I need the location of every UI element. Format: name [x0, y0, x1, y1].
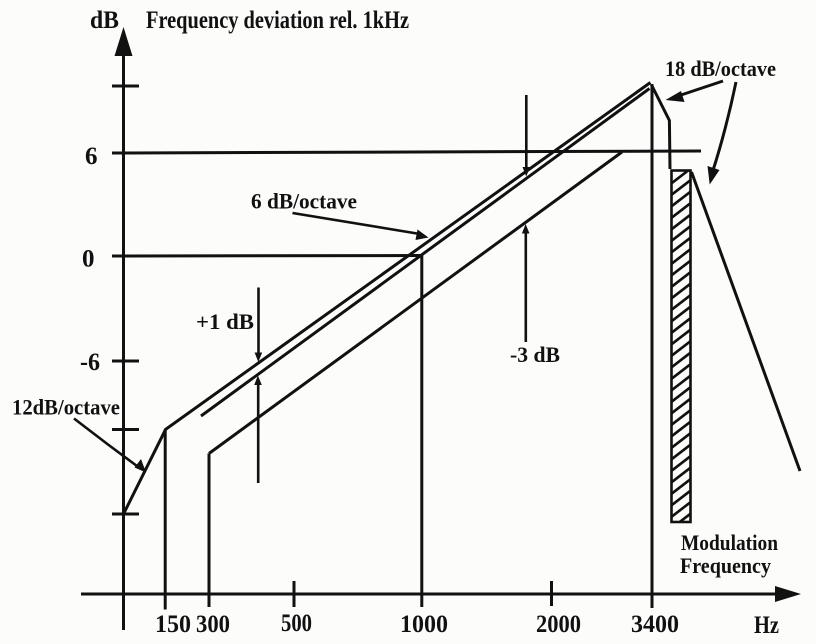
svg-text:150: 150: [155, 611, 191, 638]
svg-text:-6: -6: [80, 349, 100, 376]
svg-text:12dB/octave: 12dB/octave: [12, 395, 120, 420]
svg-text:500: 500: [281, 610, 312, 637]
svg-text:1000: 1000: [400, 611, 448, 638]
svg-text:Hz: Hz: [754, 612, 779, 639]
svg-text:6 dB/octave: 6 dB/octave: [251, 189, 357, 214]
svg-text:+1 dB: +1 dB: [196, 309, 254, 334]
svg-text:0: 0: [82, 246, 95, 273]
svg-text:Frequency deviation rel. 1kHz: Frequency deviation rel. 1kHz: [146, 7, 409, 34]
svg-text:Frequency: Frequency: [680, 553, 771, 578]
svg-text:Modulation: Modulation: [681, 530, 778, 555]
svg-text:3400: 3400: [631, 611, 679, 638]
svg-text:2000: 2000: [536, 611, 581, 638]
svg-text:dB: dB: [90, 7, 119, 34]
svg-text:18 dB/octave: 18 dB/octave: [665, 56, 776, 81]
svg-text:300: 300: [196, 611, 230, 638]
svg-text:6: 6: [85, 143, 98, 170]
svg-text:-3 dB: -3 dB: [510, 342, 560, 367]
